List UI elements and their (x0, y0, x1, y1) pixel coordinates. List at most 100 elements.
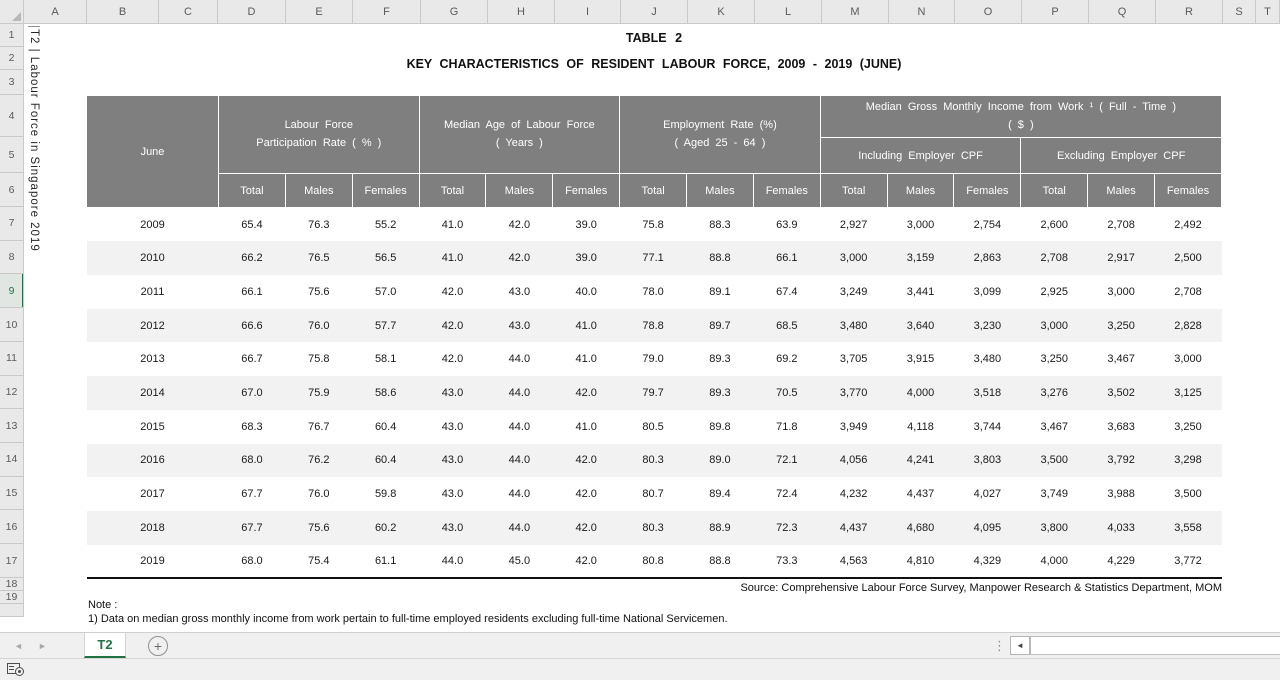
value-cell[interactable]: 68.5 (776, 319, 798, 332)
value-cell[interactable]: 41.0 (441, 252, 464, 265)
row-header-16[interactable]: 16 (0, 510, 23, 545)
value-cell[interactable]: 39.0 (575, 252, 597, 265)
year-cell[interactable]: 2013 (140, 353, 165, 366)
value-cell[interactable]: 43.0 (441, 521, 464, 534)
year-cell[interactable]: 2018 (140, 521, 165, 534)
column-header-e[interactable]: E (286, 0, 353, 23)
row-header-17[interactable]: 17 (0, 544, 23, 578)
sheet-nav-left-icon[interactable]: ◄ (14, 640, 23, 651)
column-header-m[interactable]: M (822, 0, 889, 23)
value-cell[interactable]: 3,467 (1107, 353, 1135, 366)
value-cell[interactable]: 2,917 (1107, 252, 1135, 265)
value-cell[interactable]: 4,437 (839, 521, 868, 534)
value-cell[interactable]: 3,640 (906, 319, 935, 332)
value-cell[interactable]: 2,863 (973, 252, 1002, 265)
value-cell[interactable]: 43.0 (441, 420, 464, 433)
value-cell[interactable]: 3,915 (906, 353, 935, 366)
value-cell[interactable]: 2,708 (1174, 285, 1202, 298)
value-cell[interactable]: 3,749 (1040, 488, 1068, 501)
value-cell[interactable]: 60.4 (374, 420, 397, 433)
row-header-10[interactable]: 10 (0, 308, 23, 342)
value-cell[interactable]: 76.0 (308, 488, 330, 501)
row-header-11[interactable]: 11 (0, 342, 23, 376)
year-cell[interactable]: 2014 (140, 386, 165, 399)
column-header-f[interactable]: F (353, 0, 421, 23)
value-cell[interactable]: 72.1 (776, 454, 798, 467)
value-cell[interactable]: 44.0 (508, 521, 531, 534)
row-header-8[interactable]: 8 (0, 241, 23, 275)
macro-record-icon[interactable] (7, 663, 24, 676)
value-cell[interactable]: 43.0 (508, 285, 531, 298)
value-cell[interactable]: 4,810 (906, 555, 935, 568)
value-cell[interactable]: 3,792 (1107, 454, 1135, 467)
value-cell[interactable]: 2,500 (1174, 252, 1202, 265)
value-cell[interactable]: 60.4 (374, 454, 397, 467)
value-cell[interactable]: 4,329 (973, 555, 1002, 568)
value-cell[interactable]: 80.3 (642, 521, 664, 534)
sheet-nav-right-icon[interactable]: ► (38, 640, 47, 651)
value-cell[interactable]: 3,988 (1107, 488, 1135, 501)
value-cell[interactable]: 44.0 (441, 555, 464, 568)
value-cell[interactable]: 41.0 (575, 319, 597, 332)
subheader-females[interactable]: Females (752, 173, 821, 208)
value-cell[interactable]: 55.2 (374, 218, 397, 231)
value-cell[interactable]: 56.5 (374, 252, 397, 265)
value-cell[interactable]: 75.8 (642, 218, 664, 231)
value-cell[interactable]: 4,000 (906, 386, 935, 399)
value-cell[interactable]: 43.0 (441, 386, 464, 399)
value-cell[interactable]: 61.1 (374, 555, 397, 568)
value-cell[interactable]: 3,772 (1174, 555, 1202, 568)
value-cell[interactable]: 79.7 (642, 386, 664, 399)
value-cell[interactable]: 3,230 (973, 319, 1002, 332)
value-cell[interactable]: 89.7 (709, 319, 731, 332)
column-header-a[interactable]: A (24, 0, 87, 23)
value-cell[interactable]: 89.0 (709, 454, 731, 467)
subheader-males[interactable]: Males (284, 173, 353, 208)
row-header-18[interactable]: 18 (0, 578, 23, 591)
year-cell[interactable]: 2012 (140, 319, 165, 332)
column-header-j[interactable]: J (621, 0, 688, 23)
value-cell[interactable]: 44.0 (508, 454, 531, 467)
value-cell[interactable]: 3,250 (1040, 353, 1068, 366)
subheader-males[interactable]: Males (886, 173, 955, 208)
value-cell[interactable]: 3,502 (1107, 386, 1135, 399)
subheader-females[interactable]: Females (1154, 173, 1222, 208)
value-cell[interactable]: 3,441 (906, 285, 935, 298)
value-cell[interactable]: 58.1 (374, 353, 397, 366)
value-cell[interactable]: 89.4 (709, 488, 731, 501)
value-cell[interactable]: 3,000 (906, 218, 935, 231)
value-cell[interactable]: 75.8 (308, 353, 330, 366)
value-cell[interactable]: 3,803 (973, 454, 1002, 467)
value-cell[interactable]: 2,754 (973, 218, 1002, 231)
row-header-12[interactable]: 12 (0, 376, 23, 410)
column-header-i[interactable]: I (555, 0, 621, 23)
value-cell[interactable]: 3,000 (1107, 285, 1135, 298)
value-cell[interactable]: 76.5 (308, 252, 330, 265)
value-cell[interactable]: 3,770 (839, 386, 868, 399)
value-cell[interactable]: 3,683 (1107, 420, 1135, 433)
column-header-t[interactable]: T (1256, 0, 1280, 23)
header-group-employment-rate[interactable]: Employment Rate (%) ( Aged 25 - 64 ) (619, 95, 821, 174)
value-cell[interactable]: 75.6 (308, 521, 330, 534)
value-cell[interactable]: 79.0 (642, 353, 664, 366)
value-cell[interactable]: 76.7 (308, 420, 330, 433)
column-header-q[interactable]: Q (1089, 0, 1156, 23)
column-header-r[interactable]: R (1156, 0, 1223, 23)
value-cell[interactable]: 88.9 (709, 521, 731, 534)
value-cell[interactable]: 67.4 (776, 285, 798, 298)
value-cell[interactable]: 44.0 (508, 386, 531, 399)
value-cell[interactable]: 3,949 (839, 420, 868, 433)
value-cell[interactable]: 66.1 (241, 285, 263, 298)
hscroll-left-button[interactable]: ◄ (1010, 636, 1030, 655)
value-cell[interactable]: 69.2 (776, 353, 798, 366)
row-header-13[interactable]: 13 (0, 409, 23, 444)
value-cell[interactable]: 2,828 (1174, 319, 1202, 332)
value-cell[interactable]: 2,708 (1107, 218, 1135, 231)
value-cell[interactable]: 3,099 (973, 285, 1002, 298)
value-cell[interactable]: 66.2 (241, 252, 263, 265)
value-cell[interactable]: 88.3 (709, 218, 731, 231)
value-cell[interactable]: 89.3 (709, 353, 731, 366)
value-cell[interactable]: 71.8 (776, 420, 798, 433)
column-header-g[interactable]: G (421, 0, 488, 23)
value-cell[interactable]: 41.0 (575, 420, 597, 433)
